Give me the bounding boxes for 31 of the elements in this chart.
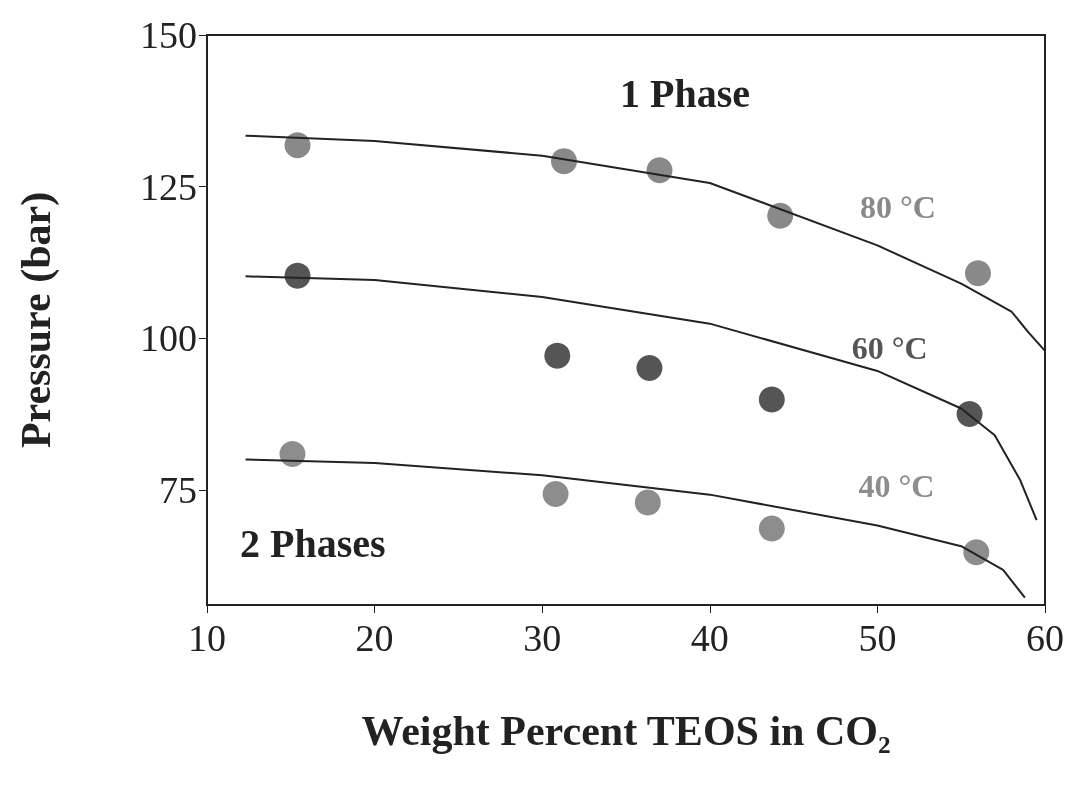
point: [646, 157, 673, 184]
point: [636, 354, 663, 381]
point: [964, 260, 991, 287]
point: [767, 202, 794, 229]
annotation: 1 Phase: [620, 70, 750, 117]
point: [542, 481, 569, 508]
y-tick-label: 125: [140, 165, 197, 208]
x-tick-label: 50: [858, 617, 897, 659]
x-tick-label: 40: [690, 617, 729, 659]
x-tick-label: 60: [1026, 617, 1064, 659]
point: [634, 489, 661, 516]
point: [758, 386, 785, 413]
y-tick-label: 150: [140, 14, 197, 56]
series-label: 60 °C: [851, 329, 928, 366]
point: [544, 342, 571, 369]
y-axis-title: Pressure (bar): [13, 191, 60, 449]
x-tick-label: 30: [523, 617, 562, 659]
point: [963, 539, 990, 566]
point: [956, 401, 983, 427]
point: [551, 148, 577, 175]
y-tick-label: 100: [140, 317, 197, 360]
point: [758, 515, 785, 542]
point: [284, 132, 311, 159]
x-tick-label: 10: [188, 617, 226, 659]
annotation: 2 Phases: [240, 520, 386, 567]
series-label: 40 °C: [858, 468, 935, 505]
point: [279, 441, 306, 467]
y-tick-label: 75: [159, 468, 197, 511]
series-label: 80 °C: [860, 189, 936, 226]
x-tick-label: 20: [355, 617, 394, 659]
x-axis-title: Weight Percent TEOS in CO₂: [361, 708, 891, 754]
